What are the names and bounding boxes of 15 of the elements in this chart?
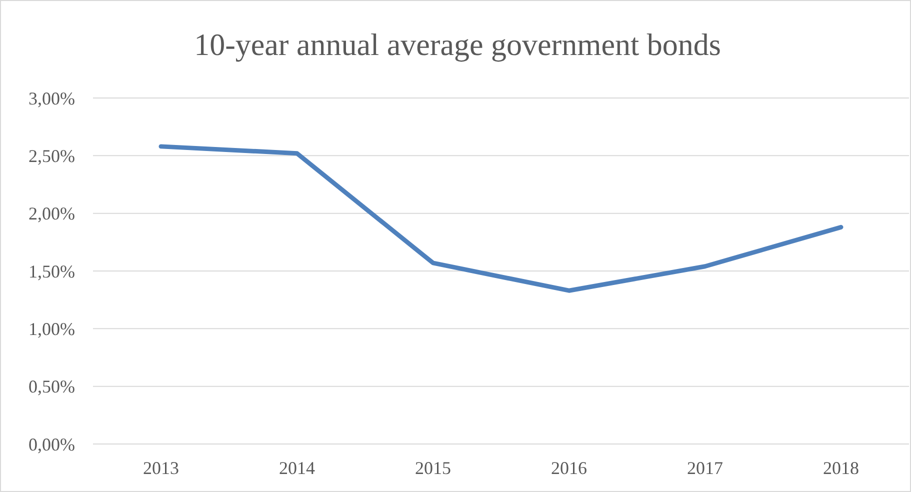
x-tick-label: 2015 bbox=[415, 458, 451, 478]
y-tick-label: 0,50% bbox=[28, 376, 75, 397]
y-tick-label: 3,00% bbox=[28, 88, 75, 108]
chart-title: 10-year annual average government bonds bbox=[194, 27, 721, 62]
x-tick-label: 2018 bbox=[823, 458, 859, 478]
x-tick-label: 2017 bbox=[687, 458, 723, 478]
line-series bbox=[158, 144, 844, 293]
y-tick-label: 1,50% bbox=[28, 261, 75, 282]
y-tick-label: 1,00% bbox=[28, 318, 75, 339]
y-tick-label: 2,00% bbox=[28, 204, 75, 224]
x-tick-label: 2016 bbox=[551, 458, 587, 478]
x-tick-label: 2014 bbox=[279, 458, 315, 478]
y-tick-label: 2,50% bbox=[28, 146, 75, 166]
y-tick-label: 0,00% bbox=[28, 434, 75, 454]
x-tick-label: 2013 bbox=[143, 458, 179, 478]
